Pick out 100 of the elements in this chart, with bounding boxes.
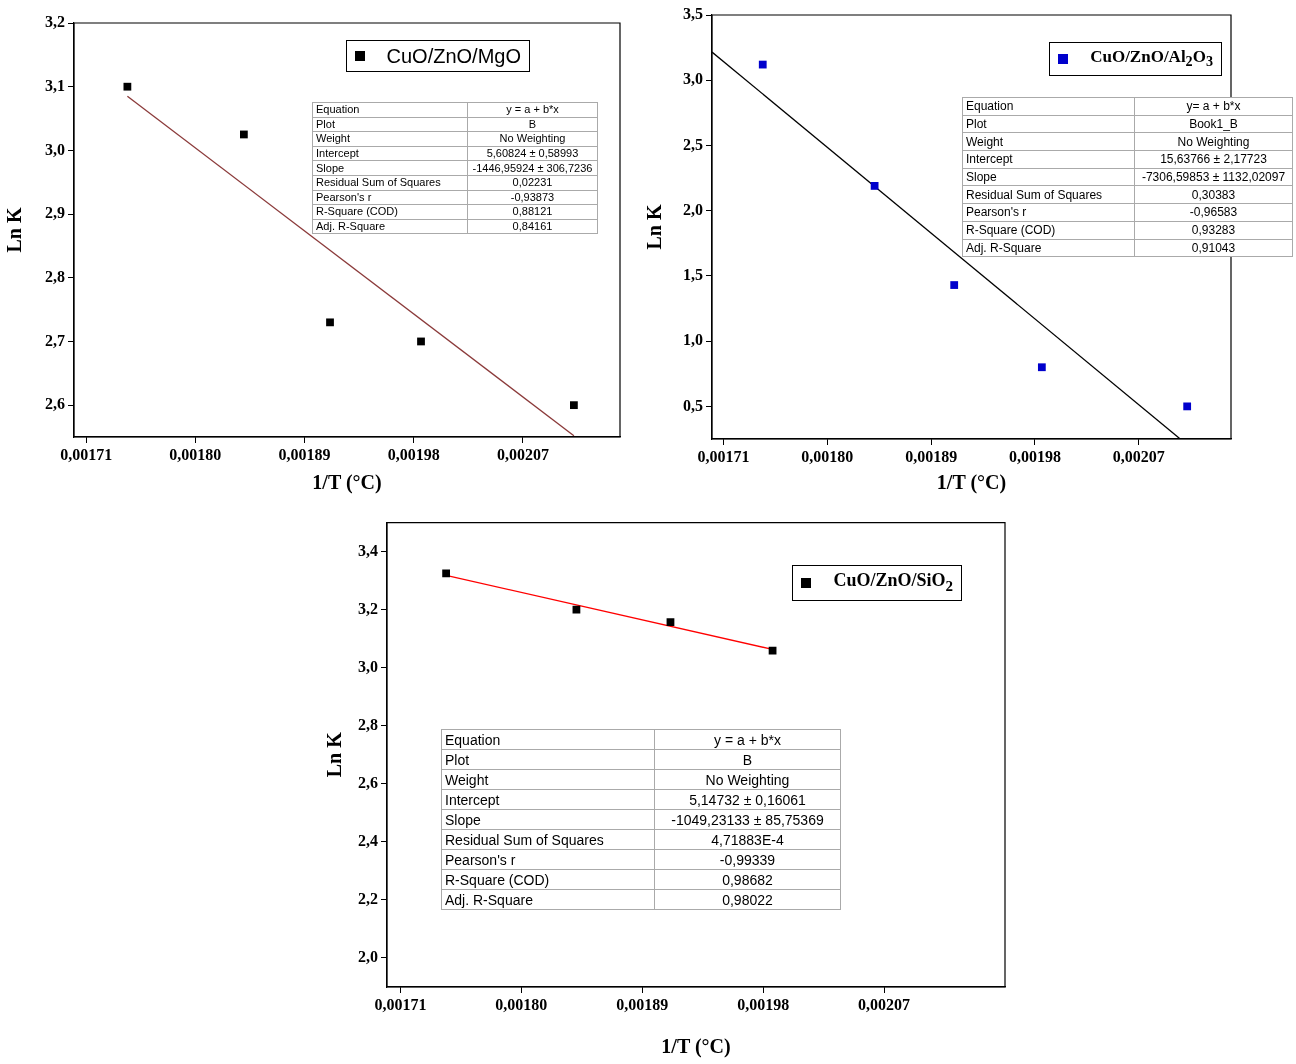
y-tick-label: 1,5 (683, 266, 703, 284)
y-tick-label: 3,4 (358, 541, 378, 559)
point (123, 82, 132, 91)
annotation: R-Square (COD) (312, 204, 468, 220)
annotation: 0,91043 (1134, 239, 1293, 257)
y-tick-label: 3,0 (683, 70, 703, 88)
annotation: Equation (312, 102, 468, 118)
y-tick-label: 3,5 (683, 5, 703, 23)
annotation: 5,60824 ± 0,58993 (467, 146, 598, 161)
annotation: 15,63766 ± 2,17723 (1134, 150, 1293, 169)
point (417, 337, 425, 346)
legend-label: CuO/ZnO/SiO$_{2}$ (833, 570, 953, 595)
annotation: B (654, 749, 841, 770)
y-axis-title: Ln K (323, 731, 346, 778)
annotation: No Weighting (467, 131, 598, 147)
x-axis-title: 1/T (°C) (312, 471, 382, 495)
annotation: Plot (962, 115, 1135, 133)
annotation: Adj. R-Square (962, 239, 1135, 257)
annotation: R-Square (COD) (962, 221, 1135, 239)
annotation: Equation (962, 97, 1135, 116)
annotation: 0,02231 (467, 175, 598, 191)
annotation: No Weighting (654, 769, 841, 790)
x-axis-title: 1/T (°C) (661, 1035, 731, 1059)
annotation: No Weighting (1134, 132, 1293, 151)
annotation: Intercept (312, 146, 468, 161)
annotation: R-Square (COD) (441, 869, 655, 890)
annotation: -7306,59853 ± 1132,02097 (1134, 168, 1293, 186)
annotation: 4,71883E-4 (654, 829, 841, 850)
annotation: Weight (312, 131, 468, 147)
y-tick-label: 3,0 (358, 657, 378, 675)
annotation: Weight (962, 132, 1135, 151)
y-tick-label: 2,6 (45, 395, 65, 413)
annotation: Pearson's r (441, 849, 655, 870)
annotation: Equation (441, 729, 655, 750)
annotation: Intercept (962, 150, 1135, 169)
annotation: Book1_B (1134, 115, 1293, 133)
point (950, 281, 959, 289)
x-tick-label: 0,00171 (60, 445, 113, 463)
annotation: Residual Sum of Squares (962, 185, 1135, 204)
y-tick-label: 2,0 (683, 200, 703, 218)
point (239, 130, 248, 139)
annotation: Intercept (441, 789, 655, 810)
legend-label: CuO/ZnO/MgO (386, 44, 521, 68)
annotation: Adj. R-Square (441, 889, 655, 910)
y-tick-label: 0,5 (683, 396, 703, 414)
y-tick-label: 2,8 (45, 267, 65, 285)
y-tick-label: 2,8 (358, 715, 378, 733)
y-axis-title: Ln K (3, 207, 26, 253)
x-tick-label: 0,00171 (697, 447, 750, 465)
point (1183, 402, 1192, 411)
annotation: y = a + b*x (467, 102, 598, 118)
y-tick-label: 2,6 (358, 773, 378, 791)
x-tick-label: 0,00207 (496, 445, 549, 463)
point (758, 60, 767, 69)
annotation: 0,30383 (1134, 185, 1293, 204)
annotation: Slope (962, 168, 1135, 186)
annotation: 0,93283 (1134, 221, 1293, 239)
y-tick-label: 1,0 (683, 331, 703, 349)
y-tick-label: 3,2 (358, 599, 378, 617)
point (666, 618, 675, 627)
annotation: -1049,23133 ± 85,75369 (654, 809, 841, 830)
y-tick-label: 2,5 (683, 135, 703, 153)
annotation: Residual Sum of Squares (441, 829, 655, 850)
y-axis-title: Ln K (643, 204, 666, 250)
y-tick-label: 3,0 (45, 140, 65, 158)
x-tick-label: 0,00198 (1008, 447, 1061, 465)
x-axis-title: 1/T (°C) (936, 471, 1007, 495)
annotation: -0,93873 (467, 190, 598, 205)
point (870, 182, 879, 190)
y-tick-label: 3,2 (45, 13, 65, 31)
x-tick-label: 0,00207 (1112, 447, 1165, 465)
annotation: Weight (441, 769, 655, 790)
x-tick-label: 0,00180 (495, 995, 548, 1013)
annotation: -0,96583 (1134, 203, 1293, 222)
x-tick-label: 0,00198 (387, 445, 440, 463)
annotation: Adj. R-Square (312, 219, 468, 234)
annotation: 0,98022 (654, 889, 841, 910)
annotation: Slope (312, 160, 468, 176)
x-tick-label: 0,00207 (858, 995, 911, 1013)
x-tick-label: 0,00189 (905, 447, 958, 465)
x-tick-label: 0,00171 (374, 995, 427, 1013)
annotation: y= a + b*x (1134, 97, 1293, 116)
point (1037, 363, 1046, 372)
legend-label: CuO/ZnO/Al$_{2}$O$_{3}$ (1090, 47, 1213, 71)
annotation: Plot (441, 749, 655, 770)
annotation: Residual Sum of Squares (312, 175, 468, 191)
annotation: Slope (441, 809, 655, 830)
y-tick-label: 3,1 (45, 76, 65, 94)
x-tick-label: 0,00180 (169, 445, 222, 463)
point (442, 569, 450, 578)
x-tick-label: 0,00189 (616, 995, 669, 1013)
annotation: y = a + b*x (654, 729, 841, 750)
y-tick-label: 2,7 (45, 331, 65, 349)
point (572, 605, 581, 614)
annotation: Pearson's r (312, 190, 468, 205)
point (326, 318, 334, 327)
annotation: Plot (312, 117, 468, 132)
x-tick-label: 0,00180 (801, 447, 854, 465)
annotation: -0,99339 (654, 849, 841, 870)
annotation: Pearson's r (962, 203, 1135, 222)
